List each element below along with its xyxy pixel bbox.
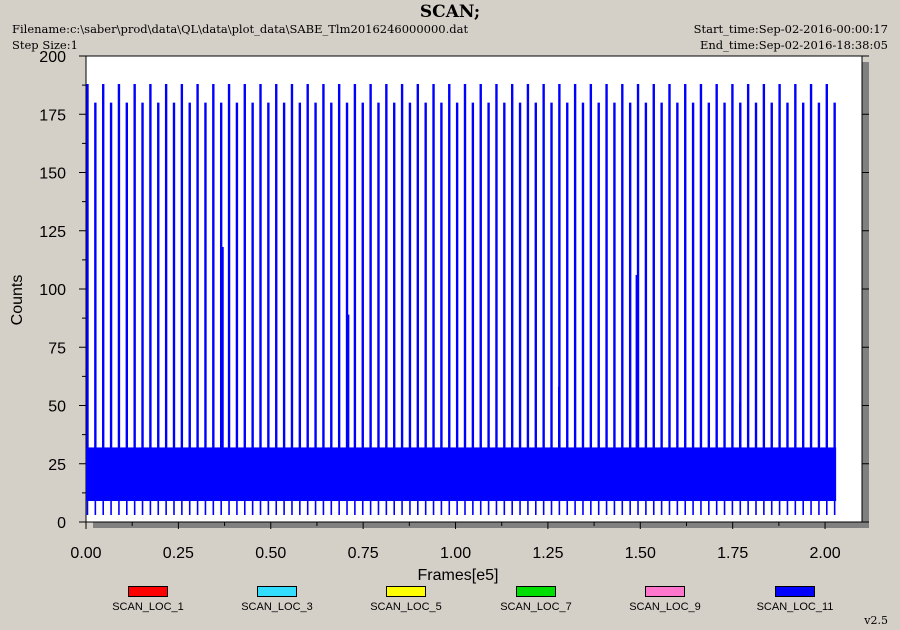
y-tick-label: 200	[39, 49, 66, 66]
end-time-label: End_time:Sep-02-2016-18:38:05	[699, 38, 888, 52]
y-tick-label: 75	[48, 340, 66, 357]
baseline-band	[86, 447, 837, 502]
y-tick-label: 125	[39, 224, 66, 241]
y-tick-label: 25	[48, 457, 66, 474]
legend-item: SCAN_LOC_11	[735, 586, 855, 613]
y-axis-title: Counts	[9, 275, 26, 326]
x-tick-label: 1.25	[532, 545, 563, 562]
legend-label: SCAN_LOC_7	[500, 601, 572, 613]
x-axis-title: Frames[e5]	[418, 567, 499, 584]
start-time-label: Start_time:Sep-02-2016-00:00:17	[693, 22, 888, 36]
y-tick-label: 150	[39, 166, 66, 183]
legend-item: SCAN_LOC_3	[217, 586, 337, 613]
legend-swatch	[257, 586, 297, 597]
legend-item: SCAN_LOC_9	[605, 586, 725, 613]
x-tick-label: 2.00	[809, 545, 840, 562]
x-tick-label: 1.50	[625, 545, 656, 562]
legend-label: SCAN_LOC_5	[370, 601, 442, 613]
filename-label: Filename:c:\saber\prod\data\QL\data\plot…	[12, 22, 469, 36]
series-layer	[86, 83, 837, 516]
legend-swatch	[386, 586, 426, 597]
legend-label: SCAN_LOC_1	[112, 601, 184, 613]
chart-title: SCAN;	[419, 2, 481, 22]
legend-swatch	[645, 586, 685, 597]
legend-label: SCAN_LOC_9	[629, 601, 701, 613]
y-tick-label: 100	[39, 282, 66, 299]
legend-item: SCAN_LOC_7	[476, 586, 596, 613]
x-tick-label: 0.50	[255, 545, 286, 562]
step-size-label: Step Size:1	[12, 38, 78, 52]
legend-item: SCAN_LOC_5	[346, 586, 466, 613]
x-tick-label: 0.25	[163, 545, 194, 562]
x-tick-label: 0.75	[348, 545, 379, 562]
y-tick-label: 175	[39, 107, 66, 124]
legend-swatch	[775, 586, 815, 597]
legend-swatch	[516, 586, 556, 597]
y-tick-label: 0	[57, 515, 66, 532]
axis-layer: 0 25 50 75 100 125 150 175 200 0.00 0.25 0.50 0.75 1.…	[39, 49, 869, 562]
legend-item: SCAN_LOC_1	[88, 586, 208, 613]
y-tick-label: 50	[48, 399, 66, 416]
x-tick-label: 1.75	[717, 545, 748, 562]
legend-swatch	[128, 586, 168, 597]
version-label: v2.5	[864, 614, 888, 627]
x-tick-label: 1.00	[440, 545, 471, 562]
legend-label: SCAN_LOC_3	[241, 601, 313, 613]
legend-label: SCAN_LOC_11	[756, 601, 834, 613]
x-tick-label: 0.00	[70, 545, 101, 562]
